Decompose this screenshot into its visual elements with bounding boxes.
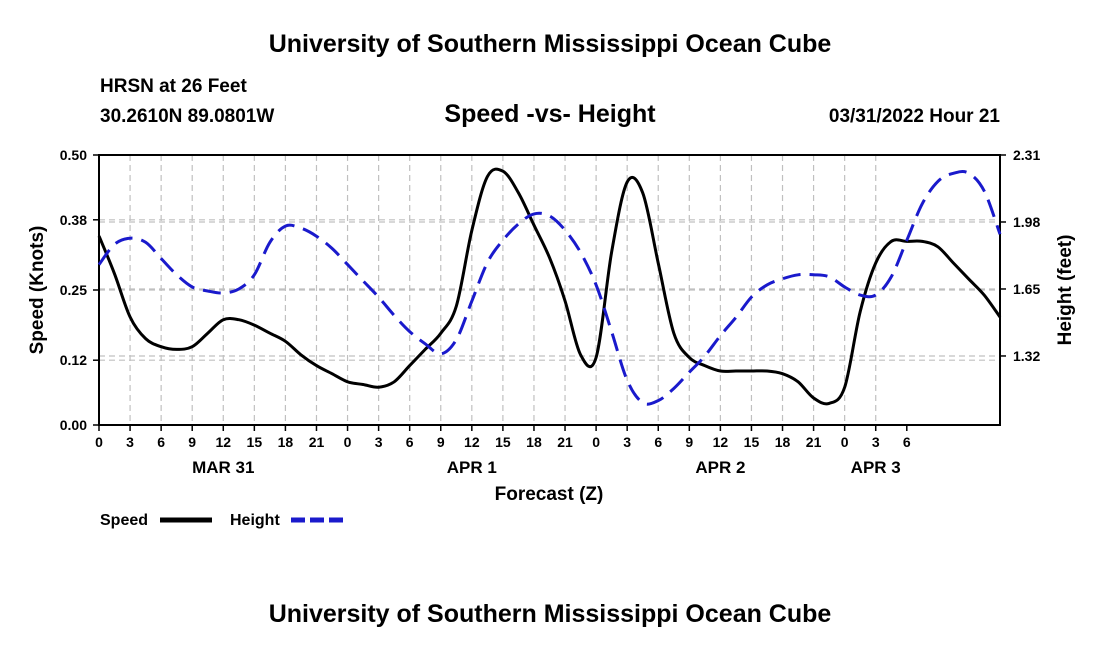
x-tick-label: 6	[903, 434, 911, 450]
x-tick-label: 3	[872, 434, 880, 450]
x-tick-label: 18	[526, 434, 542, 450]
y-tick-label: 0.12	[60, 352, 87, 368]
forecast-date-label: 03/31/2022 Hour 21	[828, 106, 1000, 127]
x-tick-label: 12	[464, 434, 480, 450]
station-label: HRSN at 26 Feet	[100, 76, 247, 97]
axis-ticks: 0 3 6 9 12 15 18 21 0 3 6 9 12 15 18 21 0 3 6 9 12 15 18 21 0 3 6 0…	[60, 147, 1041, 477]
x-tick-label: 21	[806, 434, 822, 450]
x-tick-label: 3	[375, 434, 383, 450]
x-tick-label: 12	[713, 434, 729, 450]
x-tick-label: 12	[215, 434, 231, 450]
x-tick-label: 3	[126, 434, 134, 450]
legend-height-label: Height	[230, 512, 280, 529]
x-tick-label: 15	[744, 434, 760, 450]
x-tick-label: 6	[157, 434, 165, 450]
y2-tick-label: 1.65	[1013, 281, 1040, 297]
y-tick-label: 0.25	[60, 282, 87, 298]
y2-tick-label: 2.31	[1013, 147, 1040, 163]
y-tick-label: 0.38	[60, 212, 87, 228]
y-axis-label: Speed (Knots)	[27, 226, 48, 355]
x-tick-label: 0	[592, 434, 600, 450]
x-tick-label: 0	[95, 434, 103, 450]
x-tick-label: 3	[623, 434, 631, 450]
x-tick-label: 21	[557, 434, 573, 450]
legend-speed-label: Speed	[100, 512, 148, 529]
x-tick-label: 15	[495, 434, 511, 450]
speed-series-line	[97, 167, 1002, 406]
footer-title: University of Southern Mississippi Ocean…	[268, 600, 832, 628]
x-tick-label: 15	[247, 434, 263, 450]
y2-tick-label: 1.32	[1013, 348, 1040, 364]
y-tick-label: 0.50	[60, 147, 87, 163]
y-tick-label: 0.00	[60, 417, 87, 433]
x-tick-label: 6	[654, 434, 662, 450]
y2-axis-label: Height (feet)	[1055, 235, 1076, 346]
legend: Speed Height	[100, 512, 343, 529]
x-tick-label: 9	[437, 434, 445, 450]
x-tick-label: 0	[841, 434, 849, 450]
page-title: University of Southern Mississippi Ocean…	[268, 30, 832, 58]
coordinates-label: 30.2610N 89.0801W	[100, 106, 275, 127]
y2-tick-label: 1.98	[1013, 214, 1040, 230]
x-tick-label: 9	[685, 434, 693, 450]
x-tick-label: 6	[406, 434, 414, 450]
date-label: APR 3	[851, 458, 901, 477]
height-series-line	[97, 170, 1002, 406]
date-label: APR 2	[695, 458, 745, 477]
date-label: MAR 31	[192, 458, 254, 477]
date-label: APR 1	[447, 458, 497, 477]
series-group	[97, 167, 1002, 406]
x-tick-label: 9	[188, 434, 196, 450]
x-axis-label: Forecast (Z)	[495, 484, 604, 505]
x-tick-label: 21	[309, 434, 325, 450]
x-tick-label: 0	[344, 434, 352, 450]
chart-title: Speed -vs- Height	[444, 100, 656, 128]
x-tick-label: 18	[775, 434, 791, 450]
x-tick-label: 18	[278, 434, 294, 450]
